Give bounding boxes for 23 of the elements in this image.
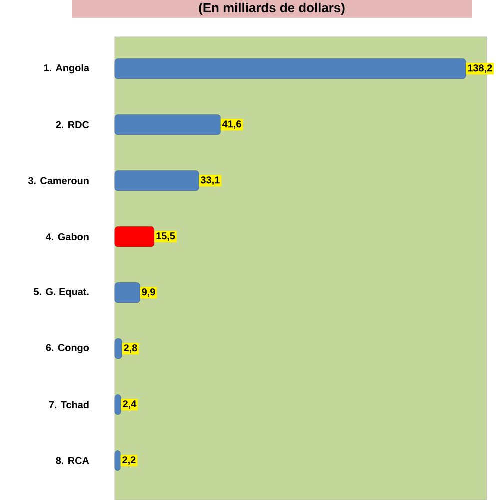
y-tick-label: 3. Cameroun bbox=[28, 177, 89, 184]
y-tick-label: 8. RCA bbox=[56, 457, 90, 464]
bar bbox=[114, 338, 122, 360]
y-tick-label: 7. Tchad bbox=[49, 401, 89, 408]
data-label: 138,2 bbox=[468, 64, 492, 74]
y-tick-label: 5. G. Equat. bbox=[34, 288, 89, 298]
data-label: 2,8 bbox=[124, 344, 138, 354]
bar bbox=[114, 114, 221, 136]
bar bbox=[114, 58, 466, 80]
data-label: 2,2 bbox=[122, 456, 136, 466]
bar bbox=[114, 226, 155, 248]
bar bbox=[114, 282, 140, 304]
chart-title: (En milliards de dollars) bbox=[199, 2, 345, 16]
data-label: 9,9 bbox=[142, 288, 156, 298]
y-tick-label: 2. RDC bbox=[56, 121, 90, 128]
y-tick-label: 1. Angola bbox=[44, 64, 90, 74]
data-label: 2,4 bbox=[123, 400, 137, 410]
data-label: 33,1 bbox=[200, 176, 220, 186]
data-label: 15,5 bbox=[156, 232, 176, 242]
data-label: 41,6 bbox=[222, 120, 242, 130]
y-tick-label: 6. Congo bbox=[46, 344, 90, 354]
y-tick-label: 4. Gabon bbox=[46, 233, 89, 241]
bar bbox=[114, 170, 200, 192]
